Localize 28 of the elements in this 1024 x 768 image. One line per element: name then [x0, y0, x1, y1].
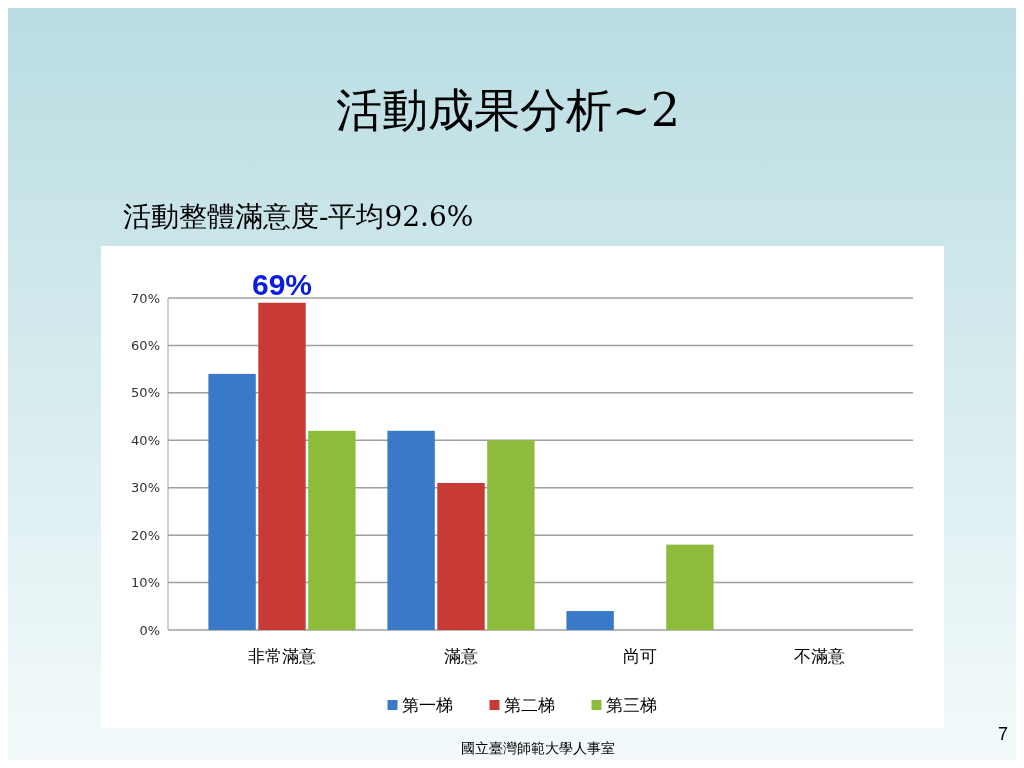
- text: 國立臺灣師範大學人事室: [461, 740, 615, 756]
- bar: [666, 544, 714, 630]
- y-tick-label: 30%: [131, 480, 160, 496]
- bar: [566, 611, 614, 630]
- bar: [208, 373, 256, 630]
- y-tick-label: 40%: [131, 432, 160, 448]
- x-tick-label: 尚可: [623, 646, 658, 666]
- x-tick-label: 不滿意: [793, 646, 845, 666]
- y-tick-label: 50%: [131, 385, 160, 401]
- bar: [437, 482, 485, 630]
- y-tick-label: 10%: [131, 575, 160, 591]
- legend-label: 第三梯: [605, 694, 657, 715]
- chart-title: 活動成果分析~2: [336, 83, 680, 137]
- data-label: 69%: [251, 267, 312, 301]
- x-tick-label: 滿意: [443, 646, 478, 666]
- y-tick-label: 60%: [131, 337, 160, 353]
- bar: [308, 430, 356, 630]
- bar: [387, 430, 435, 630]
- text: 7: [997, 724, 1008, 744]
- bar: [258, 302, 306, 630]
- legend-label: 第二梯: [503, 694, 555, 715]
- legend-label: 第一梯: [401, 694, 453, 715]
- chart-subtitle: 活動整體滿意度-平均92.6%: [123, 200, 474, 233]
- y-tick-label: 70%: [131, 290, 160, 306]
- y-tick-label: 20%: [131, 527, 160, 543]
- x-tick-label: 非常滿意: [247, 646, 316, 666]
- bar: [487, 440, 535, 630]
- y-tick-label: 0%: [139, 622, 160, 638]
